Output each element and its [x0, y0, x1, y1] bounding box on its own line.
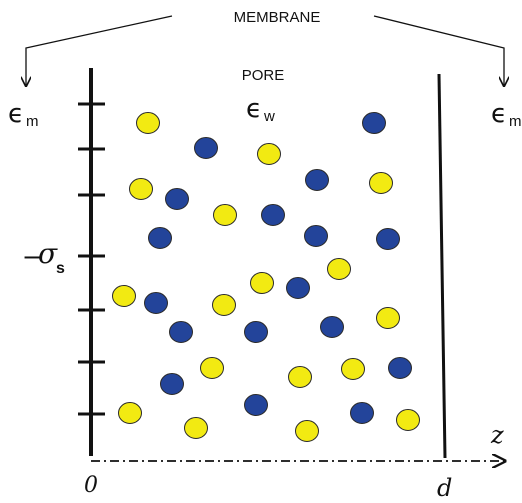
yellow-ion [118, 402, 142, 424]
blue-ion [194, 137, 218, 159]
blue-ion [362, 112, 386, 134]
svg-text:s: s [56, 260, 65, 277]
blue-ion [244, 394, 268, 416]
blue-ion [376, 228, 400, 250]
yellow-ion [250, 272, 274, 294]
membrane-label: MEMBRANE [234, 9, 321, 26]
membrane-left-arrow [26, 15, 173, 86]
epsilon-m-left-label: ϵ m [8, 99, 39, 130]
svg-text:−: − [22, 243, 42, 271]
yellow-ion [200, 357, 224, 379]
blue-ion [160, 373, 184, 395]
blue-ion [286, 277, 310, 299]
epsilon-m-right-label: ϵ m [491, 99, 522, 130]
svg-text:m: m [26, 113, 39, 130]
yellow-ion [257, 143, 281, 165]
yellow-ion [212, 294, 236, 316]
yellow-ion [327, 258, 351, 280]
blue-ion [165, 188, 189, 210]
yellow-ion [341, 358, 365, 380]
yellow-ion [184, 417, 208, 439]
surface-charge-ticks [78, 102, 105, 416]
blue-ion [304, 225, 328, 247]
yellow-ion [213, 204, 237, 226]
blue-ion [320, 316, 344, 338]
blue-ion [350, 402, 374, 424]
svg-text:ϵ: ϵ [8, 99, 24, 129]
yellow-ion [112, 285, 136, 307]
surface-charge-label: − σ s [22, 237, 65, 277]
axis-z-label: z [490, 421, 504, 449]
axis-end-label: d [437, 474, 452, 502]
yellow-ion [376, 307, 400, 329]
svg-text:σ: σ [38, 237, 58, 270]
blue-ion [261, 204, 285, 226]
yellow-ion [129, 178, 153, 200]
yellow-ion [136, 112, 160, 134]
svg-text:w: w [263, 108, 275, 125]
blue-ion [388, 357, 412, 379]
ions [112, 112, 420, 442]
svg-text:ϵ: ϵ [246, 94, 262, 124]
blue-ion [305, 169, 329, 191]
svg-text:m: m [509, 113, 522, 130]
blue-ion [144, 292, 168, 314]
yellow-ion [396, 409, 420, 431]
yellow-ion [288, 366, 312, 388]
blue-ion [148, 227, 172, 249]
yellow-ion [369, 172, 393, 194]
svg-text:ϵ: ϵ [491, 99, 507, 129]
right-wall [437, 73, 447, 459]
blue-ion [169, 321, 193, 343]
yellow-ion [295, 420, 319, 442]
axis-origin-label: 0 [84, 473, 98, 498]
blue-ion [244, 321, 268, 343]
membrane-right-arrow [373, 15, 504, 86]
pore-label: PORE [242, 67, 285, 84]
epsilon-w-label: ϵ w [246, 94, 275, 125]
